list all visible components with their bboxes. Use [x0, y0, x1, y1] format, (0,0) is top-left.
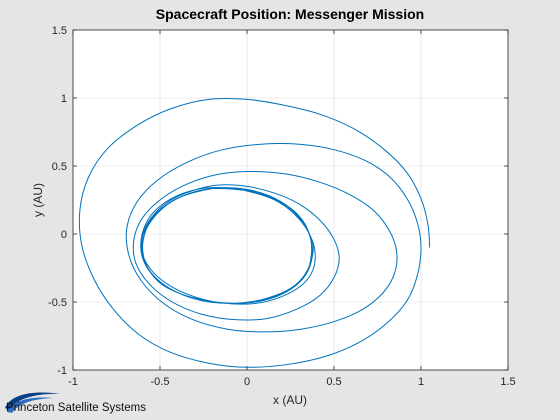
series-group [78, 97, 431, 368]
y-tick-label: 0.5 [52, 161, 67, 173]
x-tick-label: -1 [68, 376, 78, 388]
y-tick-label: 1 [61, 93, 67, 105]
x-tick-label: 0.5 [326, 376, 341, 388]
logo-text: Princeton Satellite Systems [6, 402, 146, 414]
y-tick-label: -1 [57, 365, 67, 377]
x-tick-label: 0 [244, 376, 250, 388]
x-tick-label: -0.5 [151, 376, 170, 388]
chart-title: Spacecraft Position: Messenger Mission [156, 6, 424, 22]
y-axis-label: y (AU) [31, 183, 45, 217]
y-tick-label: 1.5 [52, 25, 67, 37]
trajectory-line [78, 97, 431, 368]
x-axis-label: x (AU) [273, 393, 307, 407]
axis-ticks: -1 -0.5 0 0.5 1 1.5 -1 -0.5 0 0.5 1 1.5 [48, 25, 516, 388]
y-tick-label: 0 [61, 229, 67, 241]
y-tick-label: -0.5 [48, 297, 67, 309]
princeton-satellite-systems-logo-icon [5, 392, 61, 413]
plot-border [72, 29, 509, 371]
x-tick-label: 1.5 [500, 376, 515, 388]
x-tick-label: 1 [418, 376, 424, 388]
